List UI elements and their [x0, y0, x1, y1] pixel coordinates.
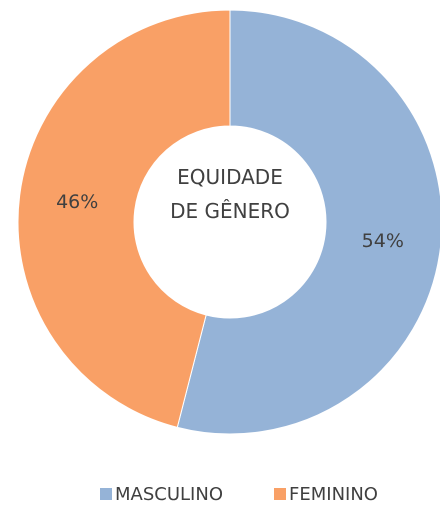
legend-label: MASCULINO	[115, 484, 223, 505]
data-label: 46%	[56, 191, 98, 213]
donut-slice	[176, 9, 440, 435]
legend-label: FEMININO	[289, 484, 378, 505]
donut-slice	[17, 9, 231, 428]
data-label: 54%	[362, 230, 404, 252]
legend-swatch	[100, 488, 112, 500]
chart-title: EQUIDADE DE GÊNERO	[170, 165, 290, 223]
legend-swatch	[274, 488, 286, 500]
